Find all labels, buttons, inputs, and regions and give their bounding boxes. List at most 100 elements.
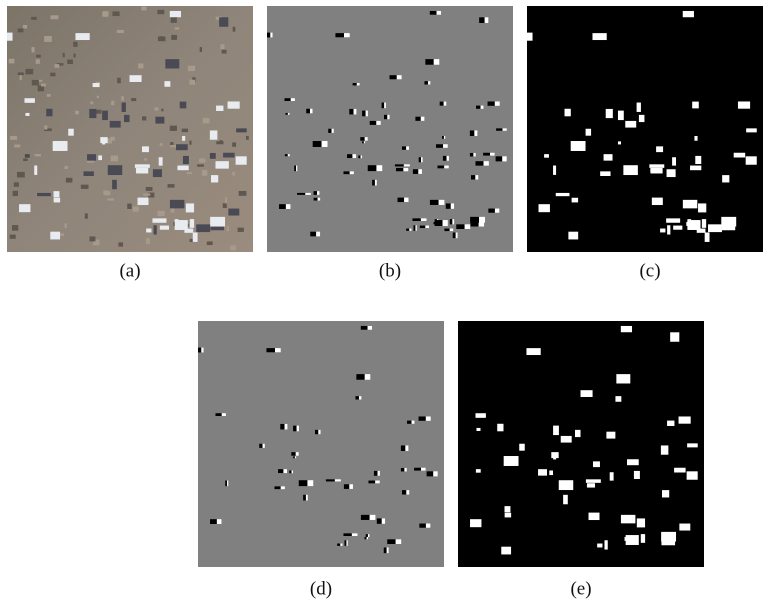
texture bbox=[259, 444, 262, 448]
texture bbox=[171, 35, 177, 40]
texture bbox=[641, 534, 645, 543]
texture bbox=[402, 146, 406, 149]
texture bbox=[415, 225, 416, 231]
texture bbox=[75, 111, 79, 115]
texture bbox=[667, 225, 670, 234]
texture bbox=[292, 470, 293, 473]
texture bbox=[473, 153, 475, 157]
texture bbox=[197, 164, 204, 166]
texture bbox=[370, 515, 376, 520]
texture bbox=[370, 121, 377, 125]
texture bbox=[695, 156, 701, 164]
texture bbox=[343, 171, 349, 174]
texture bbox=[479, 217, 485, 223]
texture bbox=[288, 113, 290, 115]
texture bbox=[158, 211, 165, 216]
mask-image bbox=[527, 6, 763, 252]
texture bbox=[661, 445, 668, 454]
texture bbox=[437, 166, 444, 169]
texture bbox=[444, 166, 449, 169]
texture bbox=[401, 468, 404, 472]
texture bbox=[102, 11, 108, 17]
texture bbox=[210, 217, 225, 227]
texture bbox=[236, 156, 247, 164]
texture bbox=[31, 17, 37, 20]
texture bbox=[66, 178, 73, 183]
texture bbox=[133, 206, 139, 211]
texture bbox=[352, 533, 358, 536]
texture bbox=[447, 156, 449, 161]
texture bbox=[318, 430, 320, 434]
texture bbox=[404, 468, 406, 472]
texture bbox=[127, 204, 132, 209]
texture bbox=[44, 36, 52, 42]
texture bbox=[97, 96, 99, 98]
texture bbox=[232, 142, 236, 146]
satellite-image bbox=[7, 6, 253, 252]
texture bbox=[396, 539, 402, 544]
texture bbox=[376, 165, 382, 171]
texture bbox=[738, 101, 750, 108]
texture bbox=[228, 101, 240, 108]
texture bbox=[55, 64, 60, 68]
texture bbox=[236, 128, 247, 132]
texture bbox=[322, 141, 328, 147]
texture bbox=[398, 198, 405, 202]
texture bbox=[103, 190, 107, 194]
texture bbox=[293, 426, 296, 432]
texture bbox=[274, 486, 280, 489]
texture bbox=[361, 155, 362, 158]
texture bbox=[456, 224, 464, 229]
texture bbox=[63, 53, 65, 57]
texture bbox=[406, 146, 409, 149]
texture bbox=[159, 157, 163, 165]
texture bbox=[73, 42, 77, 47]
texture bbox=[549, 470, 553, 475]
texture bbox=[32, 80, 39, 86]
texture bbox=[146, 187, 153, 191]
texture bbox=[279, 204, 286, 209]
texture bbox=[589, 513, 600, 520]
texture bbox=[419, 524, 426, 528]
texture bbox=[666, 218, 680, 222]
texture bbox=[375, 481, 380, 484]
texture bbox=[390, 75, 397, 79]
texture bbox=[9, 59, 15, 64]
texture bbox=[288, 154, 290, 156]
texture bbox=[625, 121, 636, 128]
texture bbox=[89, 236, 95, 241]
texture bbox=[586, 129, 592, 136]
texture bbox=[365, 374, 371, 380]
caption: (d) bbox=[310, 578, 332, 599]
texture bbox=[85, 213, 88, 218]
texture bbox=[604, 154, 613, 160]
texture bbox=[587, 483, 595, 487]
texture bbox=[146, 229, 151, 233]
texture bbox=[93, 83, 100, 87]
texture bbox=[556, 193, 570, 196]
texture bbox=[435, 220, 443, 226]
texture bbox=[674, 468, 685, 473]
texture bbox=[667, 169, 676, 177]
texture bbox=[222, 413, 226, 416]
texture bbox=[182, 136, 185, 141]
texture bbox=[270, 33, 272, 38]
texture bbox=[12, 225, 18, 231]
texture bbox=[297, 426, 299, 432]
texture bbox=[483, 153, 490, 156]
texture bbox=[10, 136, 17, 140]
texture bbox=[280, 424, 284, 430]
texture bbox=[690, 166, 701, 171]
texture bbox=[183, 156, 189, 164]
texture bbox=[470, 130, 474, 136]
texture bbox=[144, 158, 147, 160]
texture bbox=[18, 72, 24, 75]
texture bbox=[81, 185, 89, 189]
texture bbox=[136, 168, 148, 174]
texture bbox=[505, 506, 511, 512]
texture bbox=[14, 182, 19, 186]
texture bbox=[317, 191, 319, 195]
texture bbox=[275, 348, 281, 352]
texture bbox=[505, 513, 511, 518]
texture bbox=[436, 144, 443, 148]
